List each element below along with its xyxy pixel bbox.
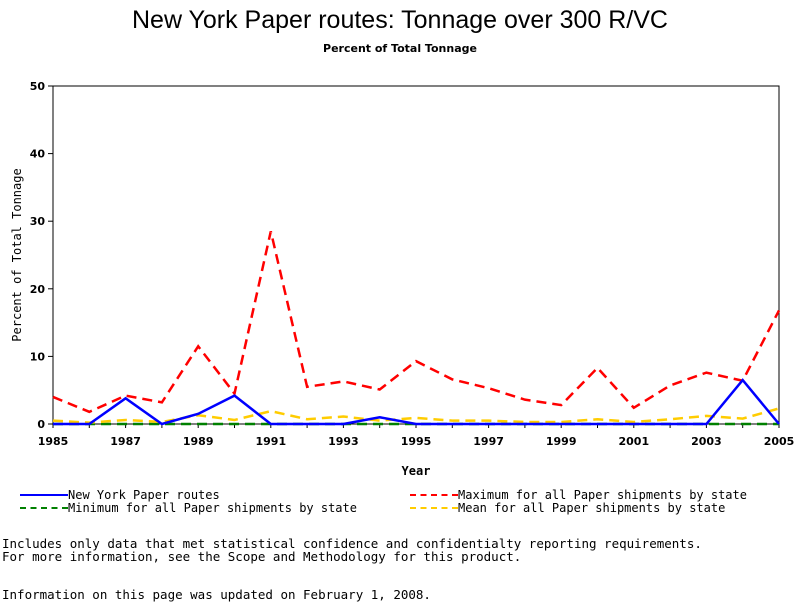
y-tick-label: 0 — [37, 418, 45, 431]
y-tick-label: 30 — [30, 215, 46, 228]
x-tick-label: 1999 — [546, 435, 577, 448]
series-line-new-york — [53, 378, 780, 426]
legend-item-maximum: Maximum for all Paper shipments by state — [410, 488, 747, 502]
footnote-updated: Information on this page was updated on … — [2, 587, 431, 602]
x-tick-label: 1997 — [473, 435, 504, 448]
legend-label-maximum: Maximum for all Paper shipments by state — [458, 488, 747, 502]
y-tick-label: 20 — [30, 283, 46, 296]
y-axis-label: Percent of Total Tonnage — [10, 168, 24, 341]
series-line-mean — [52, 407, 780, 424]
x-tick-label: 2001 — [618, 435, 649, 448]
chart-subtitle: Percent of Total Tonnage — [323, 42, 477, 55]
plot-frame — [52, 85, 780, 425]
chart-title: New York Paper routes: Tonnage over 300 … — [132, 6, 668, 34]
legend-swatch-mean — [410, 507, 458, 509]
legend-label-new-york: New York Paper routes — [68, 488, 220, 502]
legend-item-new-york: New York Paper routes — [20, 488, 220, 502]
legend-label-mean: Mean for all Paper shipments by state — [458, 501, 726, 515]
x-tick-label: 1985 — [38, 435, 69, 448]
legend-swatch-maximum — [410, 494, 458, 496]
x-tick-label: 1989 — [183, 435, 214, 448]
x-tick-label: 1991 — [255, 435, 286, 448]
series-line-maximum — [52, 231, 781, 414]
x-tick-label: 2003 — [691, 435, 722, 448]
legend-item-mean: Mean for all Paper shipments by state — [410, 501, 725, 515]
x-tick-label: 1993 — [328, 435, 359, 448]
x-tick-label: 2005 — [764, 435, 795, 448]
x-tick-label: 1995 — [401, 435, 432, 448]
legend-swatch-minimum — [20, 507, 68, 509]
y-tick-label: 40 — [30, 148, 46, 161]
footnote-confidence: Includes only data that met statistical … — [2, 536, 702, 551]
legend-item-minimum: Minimum for all Paper shipments by state — [20, 501, 357, 515]
legend-label-minimum: Minimum for all Paper shipments by state — [68, 501, 357, 515]
x-axis-label: Year — [402, 464, 431, 478]
x-tick-label: 1987 — [110, 435, 141, 448]
y-tick-label: 10 — [30, 350, 46, 363]
y-tick-label: 50 — [30, 80, 46, 93]
legend-swatch-new-york — [20, 494, 68, 496]
footnote-methodology: For more information, see the Scope and … — [2, 549, 522, 564]
